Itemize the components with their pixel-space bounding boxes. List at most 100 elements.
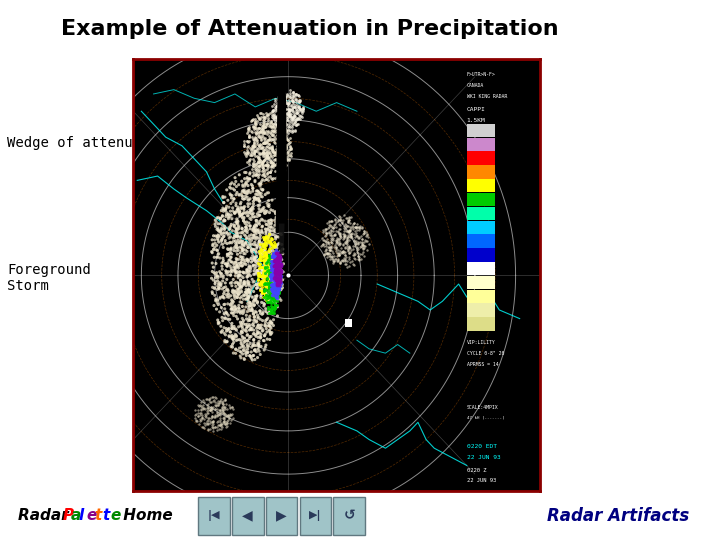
- Point: [254, 272, 266, 280]
- Point: [272, 286, 284, 294]
- Point: [273, 270, 284, 279]
- Point: [246, 148, 258, 157]
- Point: [293, 92, 305, 100]
- Point: [232, 244, 243, 252]
- Point: [268, 273, 279, 282]
- Point: [258, 259, 269, 268]
- Point: [263, 153, 274, 162]
- Text: APRMSS = 14: APRMSS = 14: [467, 362, 498, 367]
- Point: [263, 293, 274, 301]
- Point: [281, 116, 292, 124]
- Point: [209, 242, 220, 251]
- Point: [253, 173, 264, 181]
- Point: [238, 136, 250, 145]
- Point: [220, 204, 232, 213]
- Point: [252, 124, 264, 132]
- Point: [269, 147, 281, 156]
- Point: [280, 127, 292, 136]
- Point: [279, 120, 290, 129]
- Point: [240, 189, 252, 198]
- Point: [269, 255, 281, 264]
- Point: [342, 243, 354, 252]
- Point: [252, 339, 264, 348]
- Point: [268, 288, 279, 296]
- Point: [270, 258, 282, 267]
- Point: [286, 112, 297, 121]
- Point: [219, 217, 230, 225]
- Point: [271, 293, 282, 301]
- Point: [246, 258, 257, 266]
- Point: [284, 156, 295, 165]
- Point: [269, 294, 280, 303]
- Point: [217, 240, 228, 248]
- Point: [258, 278, 270, 286]
- Point: [264, 219, 275, 227]
- Point: [260, 228, 271, 237]
- Point: [198, 415, 210, 423]
- Point: [265, 116, 276, 125]
- Bar: [467, 165, 495, 179]
- Point: [243, 133, 254, 141]
- Point: [218, 417, 230, 426]
- Point: [276, 95, 288, 104]
- Point: [351, 244, 363, 252]
- Point: [270, 269, 282, 278]
- Point: [239, 249, 251, 258]
- Point: [264, 270, 276, 279]
- Point: [241, 157, 253, 166]
- Point: [256, 222, 268, 231]
- Point: [280, 145, 292, 153]
- Point: [225, 264, 237, 273]
- Point: [269, 303, 281, 312]
- Point: [265, 262, 276, 271]
- Point: [273, 249, 284, 258]
- Point: [259, 262, 271, 271]
- Point: [274, 266, 286, 275]
- Point: [253, 238, 265, 246]
- Point: [271, 267, 282, 276]
- Point: [273, 139, 284, 147]
- Point: [279, 123, 291, 132]
- Point: [215, 237, 227, 246]
- Point: [256, 342, 267, 350]
- Point: [251, 292, 263, 300]
- Point: [341, 213, 353, 222]
- Bar: [467, 248, 495, 261]
- Point: [234, 283, 246, 292]
- Point: [206, 403, 217, 412]
- Point: [212, 232, 224, 240]
- Point: [271, 146, 283, 154]
- Point: [213, 399, 225, 408]
- Point: [263, 110, 274, 118]
- Point: [246, 215, 257, 224]
- Point: [238, 217, 249, 225]
- Point: [338, 229, 349, 238]
- Point: [354, 221, 366, 230]
- Point: [276, 150, 287, 158]
- Point: [258, 260, 270, 268]
- Point: [242, 177, 253, 185]
- Point: [343, 226, 354, 235]
- Point: [236, 228, 248, 237]
- Point: [260, 143, 271, 151]
- Point: [210, 259, 222, 268]
- Point: [217, 254, 229, 262]
- Point: [241, 173, 253, 182]
- Point: [234, 289, 246, 298]
- Point: [238, 279, 249, 287]
- Point: [219, 305, 230, 313]
- Point: [207, 289, 218, 298]
- Point: [325, 238, 337, 247]
- Point: [247, 159, 258, 167]
- Point: [234, 335, 246, 344]
- Point: [252, 310, 264, 319]
- Point: [343, 215, 354, 224]
- Point: [287, 88, 299, 97]
- Point: [346, 212, 357, 221]
- Point: [234, 271, 246, 280]
- Point: [244, 241, 256, 249]
- Point: [253, 260, 265, 268]
- Point: [342, 227, 354, 235]
- Point: [262, 294, 274, 303]
- Point: [276, 169, 287, 178]
